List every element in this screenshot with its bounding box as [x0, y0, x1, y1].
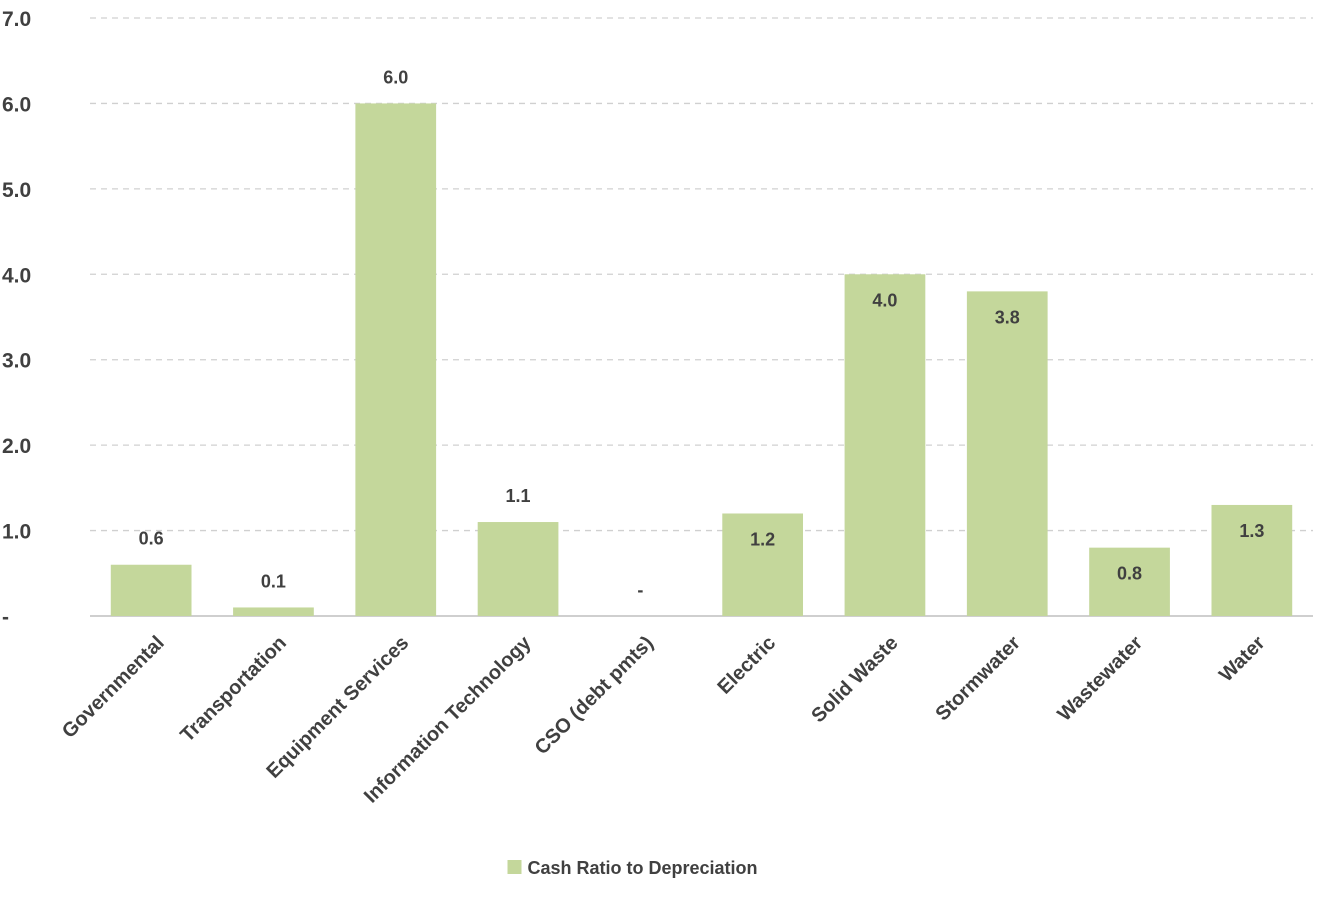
bar: [722, 513, 804, 616]
y-tick-label: -: [2, 606, 9, 629]
x-tick-label: CSO (debt pmts): [531, 632, 658, 759]
bar: [110, 564, 192, 616]
y-tick-label: 4.0: [2, 264, 31, 287]
y-tick-label: 2.0: [2, 435, 31, 458]
x-tick-label: Transportation: [176, 632, 291, 747]
x-tick-label: Electric: [714, 632, 781, 699]
y-tick-label: 3.0: [2, 350, 31, 373]
bars: [110, 103, 1293, 616]
gridlines: [90, 17, 1313, 617]
y-tick-label: 5.0: [2, 179, 31, 202]
data-label: 0.6: [139, 529, 164, 549]
bar: [355, 103, 437, 616]
bar: [966, 291, 1048, 616]
y-tick-label: 6.0: [2, 93, 31, 116]
x-tick-label: Stormwater: [931, 632, 1025, 726]
legend-label: Cash Ratio to Depreciation: [528, 858, 758, 878]
data-label: 3.8: [995, 307, 1020, 327]
x-tick-label: Water: [1215, 632, 1269, 686]
bar: [1211, 504, 1293, 616]
data-label: 0.1: [261, 571, 286, 591]
y-axis-ticks: - 1.0 2.0 3.0 4.0 5.0 6.0 7.0: [2, 8, 31, 629]
x-tick-label: Wastewater: [1053, 632, 1147, 726]
data-label: 6.0: [383, 67, 408, 87]
data-labels: 0.6 0.1 6.0 1.1 - 1.2 4.0 3.8 0.8 1.3: [139, 67, 1265, 600]
bar: [477, 522, 559, 616]
bar: [844, 274, 926, 616]
bar: [233, 607, 314, 616]
data-label: 1.3: [1239, 521, 1264, 541]
legend: Cash Ratio to Depreciation: [507, 858, 758, 878]
data-label: 1.2: [750, 529, 775, 549]
x-tick-label: Governmental: [58, 632, 169, 743]
y-tick-label: 1.0: [2, 521, 31, 544]
data-label: 1.1: [506, 486, 531, 506]
y-tick-label: 7.0: [2, 8, 31, 31]
x-tick-label: Solid Waste: [807, 632, 902, 727]
legend-swatch: [507, 860, 522, 874]
data-label: 4.0: [872, 290, 897, 310]
bar: [1089, 547, 1170, 616]
data-label: 0.8: [1117, 564, 1142, 584]
data-label: -: [637, 580, 643, 600]
